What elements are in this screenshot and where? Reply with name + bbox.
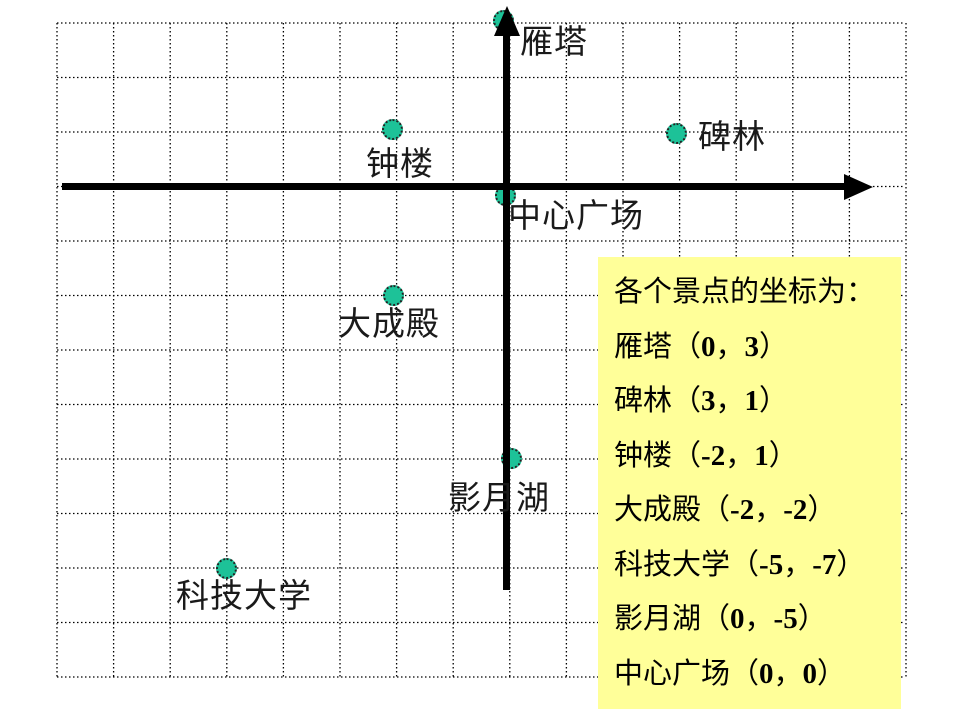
legend-entry-punct: ，: [744, 603, 774, 635]
landmark-label-zhonglou: 钟楼: [366, 147, 434, 183]
legend-entry: 影月湖（0，-5）: [614, 592, 895, 647]
legend-entry-x: -5: [759, 548, 784, 581]
legend-entry-punct: （: [672, 439, 702, 472]
legend-entry-name: 雁塔: [614, 330, 673, 363]
y-axis-arrow-icon: [494, 6, 520, 36]
legend-entry-y: 1: [744, 385, 760, 417]
legend-entry-punct: ，: [725, 439, 755, 472]
coordinates-panel: 各个景点的坐标为： 雁塔（0，3） 碑林（3，1） 钟楼（-2，1） 大成殿（-2，-…: [598, 257, 901, 709]
legend-entry-punct: （: [672, 330, 702, 363]
landmark-label-zhongxin: 中心广场: [508, 199, 644, 235]
landmark-dot-keji: [215, 557, 237, 579]
legend-entry-punct: ，: [715, 330, 745, 363]
legend-entry-x: 0: [730, 603, 745, 635]
legend-entry-punct: ）: [836, 548, 866, 581]
legend-entry-punct: ）: [759, 330, 789, 363]
legend-entry-name: 科技大学: [614, 548, 731, 581]
legend-entry-name: 影月湖: [614, 603, 702, 635]
landmark-label-keji: 科技大学: [176, 579, 312, 615]
coordinates-panel-title: 各个景点的坐标为：: [614, 276, 876, 308]
landmark-label-yingyue: 影月湖: [448, 481, 550, 517]
legend-entry: 碑林（3，1）: [614, 374, 895, 429]
legend-entry-punct: （: [701, 494, 731, 526]
legend-entry-name: 中心广场: [614, 657, 731, 690]
legend-entry: 钟楼（-2，1）: [614, 429, 895, 484]
legend-entry: 中心广场（0，0）: [614, 647, 895, 702]
legend-entry-x: 0: [759, 657, 774, 690]
landmark-label-beilin: 碑林: [698, 120, 766, 156]
legend-entry-punct: ，: [754, 494, 784, 526]
legend-entry-x: -2: [730, 494, 755, 526]
legend-entry-y: -5: [773, 603, 798, 635]
legend-entry-punct: ，: [715, 385, 745, 417]
legend-entry-punct: ）: [817, 657, 847, 690]
legend-entry-punct: （: [701, 603, 731, 635]
x-axis: [62, 183, 845, 190]
landmark-dot-beilin: [666, 122, 688, 144]
legend-entry: 科技大学（-5，-7）: [614, 538, 895, 593]
legend-entry-y: 3: [744, 330, 760, 363]
legend-entry-punct: ）: [797, 603, 827, 635]
legend-entry-y: 1: [754, 439, 769, 472]
legend-entry-name: 钟楼: [614, 439, 673, 472]
legend-entry-x: 0: [701, 330, 716, 363]
legend-entry-punct: ，: [783, 548, 813, 581]
legend-entry-y: -7: [812, 548, 837, 581]
legend-entry-x: 3: [701, 385, 716, 417]
legend-entry-punct: ）: [768, 439, 798, 472]
landmark-label-yanta: 雁塔: [520, 25, 588, 61]
legend-entry-punct: ）: [759, 385, 789, 417]
legend-entry-punct: ，: [773, 657, 803, 690]
x-axis-arrow-icon: [844, 174, 873, 200]
legend-entry-y: -2: [783, 494, 808, 526]
coordinates-list: 雁塔（0，3） 碑林（3，1） 钟楼（-2，1） 大成殿（-2，-2） 科技大学（-5，…: [614, 320, 895, 702]
legend-entry-y: 0: [802, 657, 818, 690]
legend-entry-x: -2: [701, 439, 726, 472]
legend-entry-punct: ）: [807, 494, 837, 526]
legend-entry: 雁塔（0，3）: [614, 320, 895, 375]
legend-entry-name: 大成殿: [614, 494, 702, 526]
legend-entry-name: 碑林: [614, 385, 673, 417]
legend-entry-punct: （: [672, 385, 702, 417]
legend-entry-punct: （: [730, 657, 760, 690]
landmark-dot-zhonglou: [382, 118, 404, 140]
legend-entry: 大成殿（-2，-2）: [614, 483, 895, 538]
y-axis: [503, 32, 510, 590]
legend-entry-punct: （: [730, 548, 760, 581]
landmark-label-dacheng: 大成殿: [338, 307, 440, 343]
landmark-dot-dacheng: [383, 285, 405, 306]
